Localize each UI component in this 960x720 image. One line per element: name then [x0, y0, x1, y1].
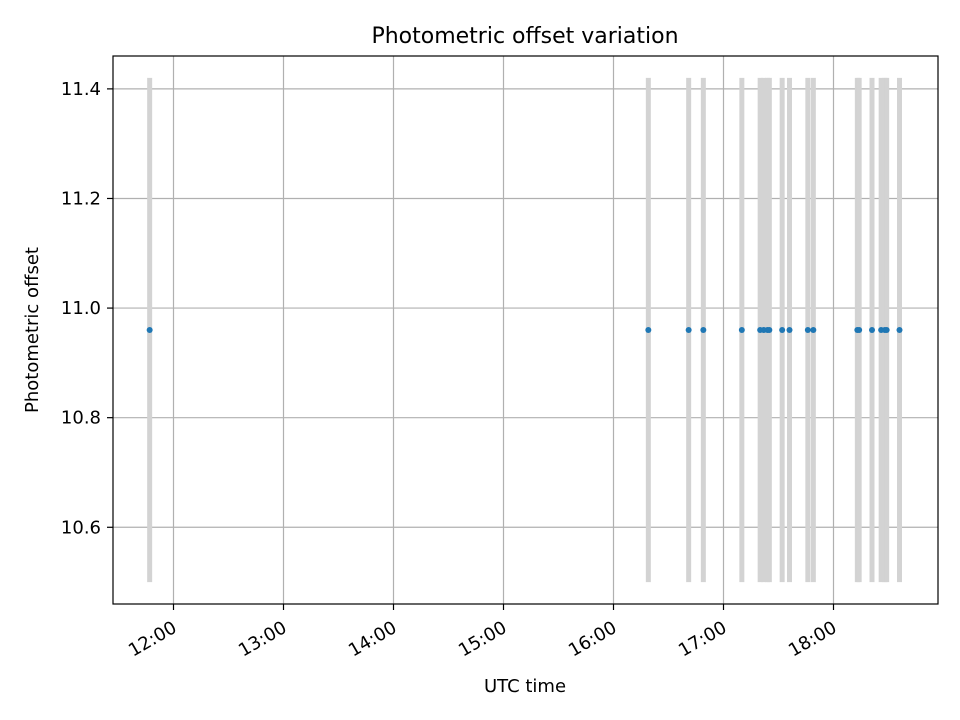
data-point — [810, 327, 817, 333]
y-tick-label: 11.4 — [61, 79, 101, 100]
data-point — [869, 327, 875, 333]
data-point — [700, 327, 707, 333]
data-point — [779, 327, 786, 333]
data-point — [896, 327, 903, 333]
y-tick-label: 11.0 — [61, 298, 101, 319]
data-points — [146, 327, 903, 333]
y-axis-label: Photometric offset — [22, 247, 43, 413]
data-point — [766, 327, 773, 333]
data-point — [738, 327, 745, 333]
y-tick-label: 10.8 — [61, 408, 101, 429]
y-axis-ticks: 10.6 10.8 11.0 11.2 11.4 — [61, 79, 113, 538]
plot-frame — [112, 55, 939, 605]
y-tick-label: 11.2 — [61, 188, 101, 209]
chart-title: Photometric offset variation — [371, 24, 678, 49]
y-tick-label: 10.6 — [61, 517, 101, 538]
data-point — [685, 327, 692, 333]
data-point — [786, 327, 793, 333]
data-point — [856, 327, 863, 333]
x-axis-label: UTC time — [484, 676, 566, 697]
grid-lines — [113, 56, 938, 604]
data-point — [804, 327, 811, 333]
data-point — [645, 327, 652, 333]
data-point — [883, 327, 890, 333]
data-point — [146, 327, 153, 333]
